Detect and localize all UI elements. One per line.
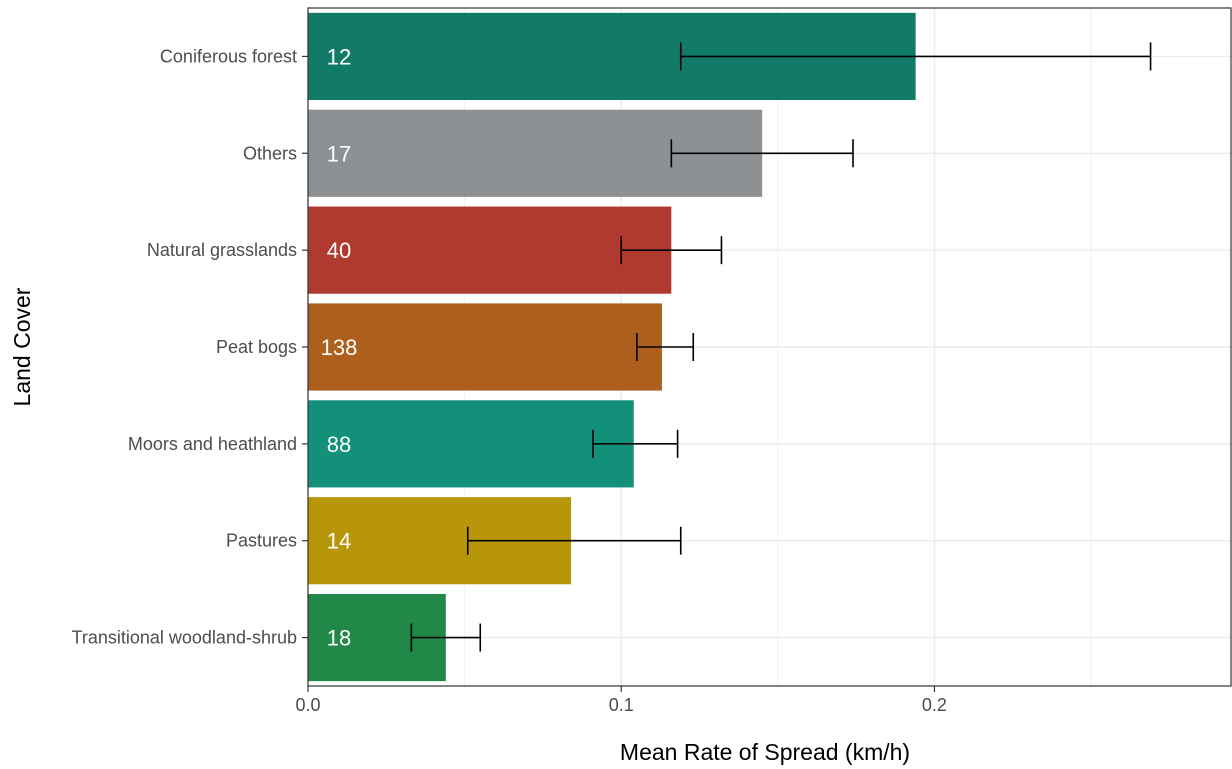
bar-count-label: 40 <box>327 238 351 263</box>
y-tick-label: Moors and heathland <box>128 434 297 454</box>
y-tick-label: Pastures <box>226 531 297 551</box>
y-tick-label: Others <box>243 143 297 163</box>
x-axis-title: Mean Rate of Spread (km/h) <box>620 739 910 765</box>
x-axis: 0.0 0.1 0.2 <box>295 686 947 715</box>
y-tick-label: Natural grasslands <box>147 240 297 260</box>
y-tick-label: Peat bogs <box>216 337 297 357</box>
bar-count-label: 12 <box>327 44 351 69</box>
x-tick-label: 0.0 <box>295 695 320 715</box>
bar-count-label: 138 <box>321 335 358 360</box>
y-tick-label: Transitional woodland-shrub <box>72 628 297 648</box>
x-tick-label: 0.1 <box>609 695 634 715</box>
y-axis-title: Land Cover <box>9 287 35 406</box>
bar-count-label: 17 <box>327 141 351 166</box>
bar-count-label: 88 <box>327 432 351 457</box>
count-labels-group: 12 17 40 138 88 14 18 <box>321 44 358 650</box>
y-tick-label: Coniferous forest <box>160 46 297 66</box>
x-tick-label: 0.2 <box>922 695 947 715</box>
bar <box>308 206 672 294</box>
bar-count-label: 14 <box>327 529 351 554</box>
bar <box>308 303 662 391</box>
error-bars-group <box>410 42 1152 652</box>
bar-count-label: 18 <box>327 626 351 651</box>
bars-group <box>308 12 916 682</box>
y-axis: Coniferous forest Others Natural grassland… <box>72 46 308 648</box>
bar <box>308 400 634 488</box>
